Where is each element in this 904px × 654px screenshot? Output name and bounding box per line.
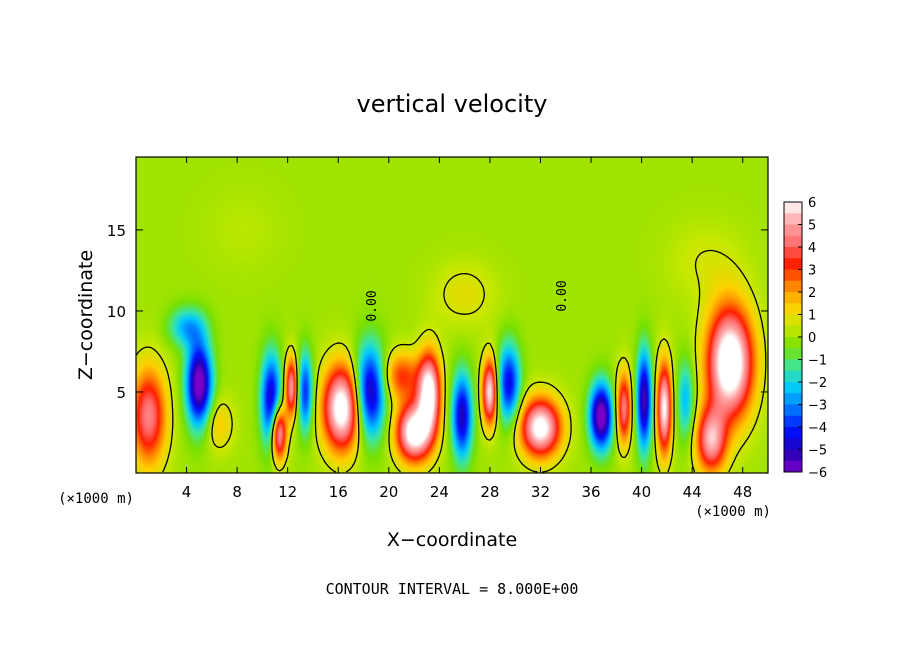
x-tick-label: 24	[430, 483, 449, 501]
colorbar-swatch	[784, 460, 802, 473]
colorbar-swatches	[784, 202, 802, 473]
colorbar-tick-label: 3	[808, 264, 816, 279]
colorbar-swatch	[784, 258, 802, 270]
x-axis-ticks: 4 8 12 16 20 24 28 32 36 40 44 48	[182, 157, 752, 501]
colorbar-swatch	[784, 404, 802, 417]
colorbar-tick-label: −3	[808, 399, 827, 414]
colorbar-swatch	[784, 269, 802, 282]
colorbar-tick-label: −1	[808, 354, 827, 369]
colorbar-tick-label: −2	[808, 376, 827, 391]
colorbar-tick-label: 0	[808, 331, 816, 346]
colorbar-tick-label: 2	[808, 286, 816, 301]
colorbar-swatch	[784, 438, 802, 450]
colorbar-swatch	[784, 415, 802, 428]
colorbar-swatch	[784, 337, 802, 349]
zero-contour-lines	[135, 249, 767, 473]
y-axis-ticks: 5 10 15	[107, 222, 768, 402]
x-tick-label: 16	[329, 483, 348, 501]
contour-label: 0.00	[555, 280, 570, 311]
colorbar-tick-label: 1	[808, 309, 816, 324]
colorbar-swatch	[784, 213, 802, 225]
colorbar-tick-label: −6	[808, 466, 827, 481]
colorbar-swatch	[784, 247, 802, 259]
x-tick-label: 20	[379, 483, 398, 501]
x-tick-label: 4	[182, 483, 192, 501]
x-tick-label: 44	[683, 483, 702, 501]
y-tick-label: 15	[107, 222, 126, 240]
colorbar-tick-label: 5	[808, 219, 816, 234]
y-tick-label: 5	[116, 384, 126, 402]
colorbar-tick-label: −4	[808, 421, 827, 436]
colorbar-swatch	[784, 314, 802, 327]
x-tick-label: 40	[632, 483, 651, 501]
colorbar-swatch	[784, 427, 802, 439]
velocity-field-heatmap	[136, 157, 768, 473]
x-tick-label: 32	[531, 483, 550, 501]
colorbar-swatch	[784, 359, 802, 372]
x-unit-label: (×1000 m)	[695, 504, 771, 520]
chart-title: vertical velocity	[357, 90, 548, 118]
y-axis-label: Z−coordinate	[75, 250, 97, 380]
colorbar-tick-labels: 6 5 4 3 2 1 0 −1 −2 −3 −4 −5 −6	[798, 196, 827, 481]
colorbar-swatch	[784, 370, 802, 383]
contour-label: 0.00	[365, 290, 380, 321]
y-tick-label: 10	[107, 303, 126, 321]
contour-interval-note: CONTOUR INTERVAL = 8.000E+00	[326, 580, 579, 598]
x-axis-label: X−coordinate	[387, 529, 517, 551]
colorbar-swatch	[784, 224, 802, 237]
colorbar-swatch	[784, 235, 802, 248]
x-tick-label: 28	[480, 483, 499, 501]
y-unit-label: (×1000 m)	[58, 491, 134, 507]
x-tick-label: 36	[581, 483, 600, 501]
x-tick-label: 12	[278, 483, 297, 501]
colorbar-swatch	[784, 202, 802, 214]
colorbar-tick-label: −5	[808, 444, 827, 459]
colorbar-swatch	[784, 280, 802, 293]
colorbar-tick-label: 4	[808, 241, 816, 256]
x-tick-label: 48	[733, 483, 752, 501]
colorbar-swatch	[784, 292, 802, 304]
colorbar-swatch	[784, 382, 802, 394]
colorbar-tick-label: 6	[808, 196, 816, 211]
colorbar-swatch	[784, 393, 802, 405]
colorbar-swatch	[784, 348, 802, 360]
colorbar-swatch	[784, 303, 802, 315]
x-tick-label: 8	[232, 483, 242, 501]
contour-line-zero	[135, 249, 767, 473]
contour-label-right: 0.00	[555, 280, 570, 311]
colorbar-swatch	[784, 449, 802, 462]
contour-label-left: 0.00	[365, 290, 380, 321]
colorbar: 6 5 4 3 2 1 0 −1 −2 −3 −4 −5 −6	[783, 196, 827, 481]
colorbar-swatch	[784, 325, 802, 338]
plot-frame	[135, 156, 769, 474]
